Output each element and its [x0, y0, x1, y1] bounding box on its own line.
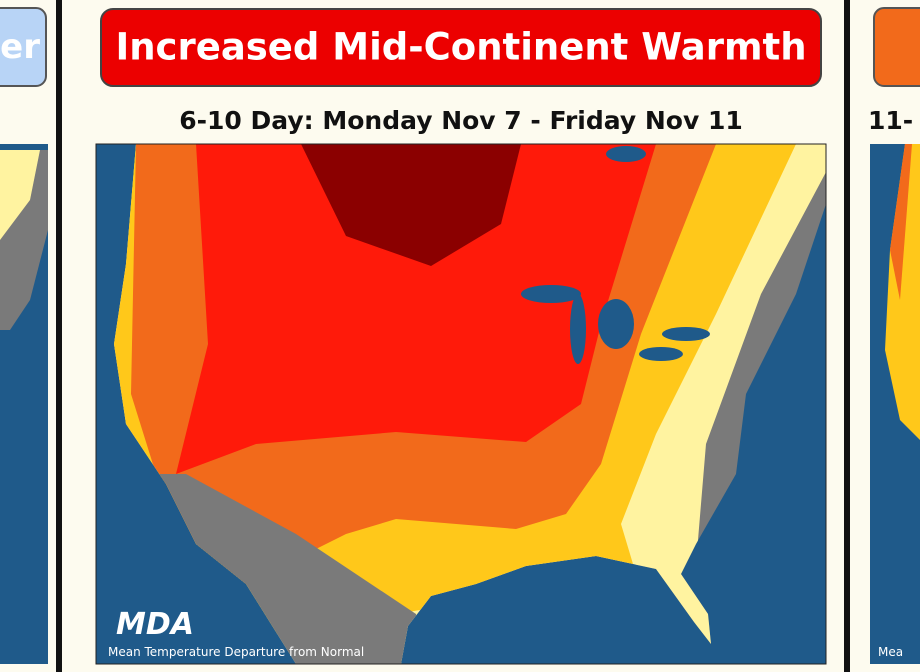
right-map-land [890, 144, 912, 300]
right-map-land [885, 144, 920, 440]
right-subtitle: 11- [868, 106, 913, 135]
right-title-box [873, 7, 920, 87]
region-dark-red [301, 144, 521, 266]
lake [598, 299, 634, 349]
title: Increased Mid-Continent Warmth [115, 26, 806, 69]
lake [606, 146, 646, 162]
map-border [95, 143, 827, 665]
caption: Mean Temperature Departure from Normal [108, 645, 364, 659]
divider [844, 0, 850, 672]
title-box [100, 8, 822, 87]
lake [639, 347, 683, 361]
left-title-box [0, 7, 47, 87]
subtitle: 6-10 Day: Monday Nov 7 - Friday Nov 11 [179, 106, 743, 135]
lake [662, 327, 710, 341]
left-title: er [0, 27, 40, 67]
right-caption: Mea [878, 645, 903, 659]
logo: MDA [116, 607, 194, 642]
map: MDA Mean Temperature Departure from Norm… [96, 144, 826, 664]
lake [570, 294, 586, 364]
left-map-land [0, 150, 40, 240]
region-red [176, 144, 656, 474]
divider [56, 0, 62, 672]
lake [521, 285, 581, 303]
